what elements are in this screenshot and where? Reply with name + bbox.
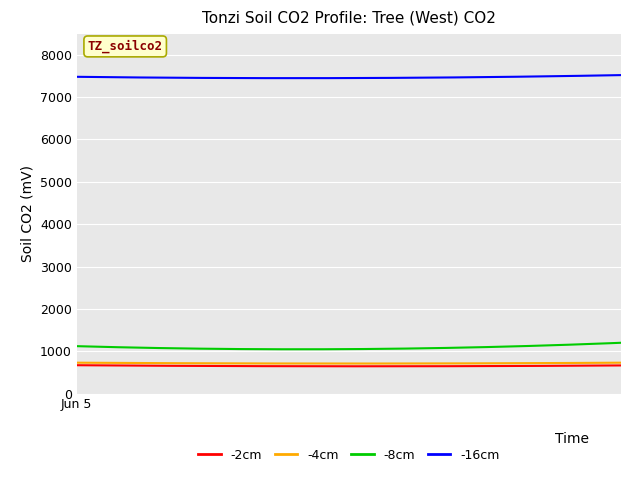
Y-axis label: Soil CO2 (mV): Soil CO2 (mV) xyxy=(20,165,35,262)
Text: Time: Time xyxy=(555,432,589,446)
Legend: -2cm, -4cm, -8cm, -16cm: -2cm, -4cm, -8cm, -16cm xyxy=(193,444,504,467)
Title: Tonzi Soil CO2 Profile: Tree (West) CO2: Tonzi Soil CO2 Profile: Tree (West) CO2 xyxy=(202,11,496,25)
Text: TZ_soilco2: TZ_soilco2 xyxy=(88,40,163,53)
